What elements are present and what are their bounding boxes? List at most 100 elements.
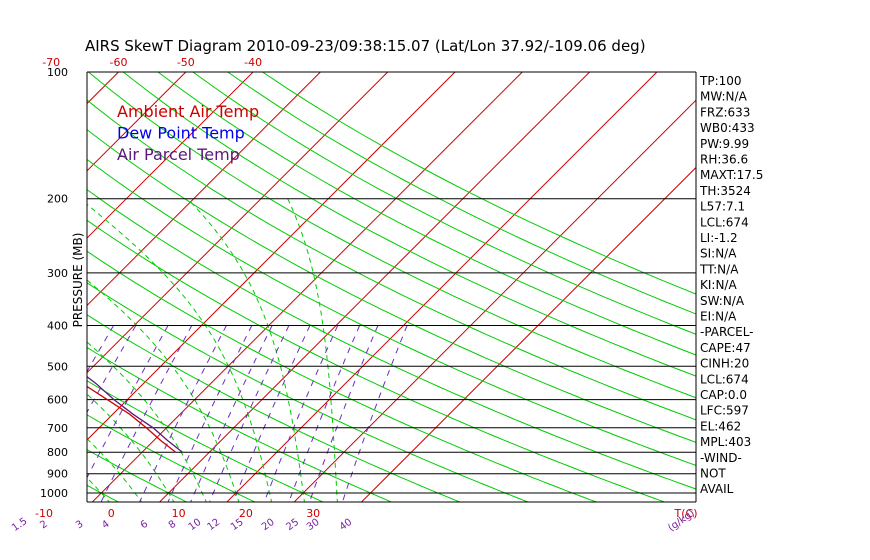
mixing-ratio-line: [208, 325, 290, 502]
stability-index: SI:N/A: [700, 247, 737, 261]
dry-adiabat-line: [87, 189, 696, 490]
stability-index: L57:7.1: [700, 200, 745, 214]
dry-adiabat-line: [0, 72, 53, 504]
isotherm-line: [87, 72, 321, 307]
pressure-tick-label: 1000: [40, 487, 68, 500]
mixing-ratio-label: 4: [100, 519, 112, 532]
moist-adiabat-line: [87, 341, 207, 502]
legend-entry: Air Parcel Temp: [117, 145, 240, 164]
series-line: [0, 72, 82, 452]
stability-index: EL:462: [700, 419, 741, 433]
mixing-ratio-label: 2: [38, 519, 50, 532]
stability-index: TH:3524: [699, 184, 751, 198]
mixing-ratio-line: [190, 325, 273, 502]
dry-adiabat-line: [87, 158, 696, 466]
mixing-ratio-line: [87, 325, 137, 414]
dry-adiabat-line: [87, 484, 120, 502]
bottom-temperature-tick-label: 30: [306, 507, 320, 520]
mixing-ratio-label: 40: [338, 517, 355, 533]
mixing-ratio-line: [167, 325, 253, 502]
isotherm-line: [87, 72, 187, 172]
stability-index: -PARCEL-: [700, 325, 754, 339]
isotherm-line: [91, 72, 523, 502]
top-temperature-tick-label: -60: [110, 56, 128, 69]
mixing-ratio-label: 1.5: [10, 516, 29, 534]
isotherm-line: [87, 72, 456, 441]
stability-index: FRZ:633: [700, 105, 750, 119]
legend-entry: Dew Point Temp: [117, 124, 245, 143]
isotherm-line: [226, 72, 658, 502]
moist-adiabat-line: [87, 203, 273, 502]
mixing-ratio-line: [308, 325, 379, 502]
mixing-ratio-line: [0, 326, 35, 504]
mixing-ratio-line: [232, 325, 311, 502]
mixing-ratio-line: [87, 325, 169, 479]
bottom-temperature-tick-label: 0: [108, 507, 115, 520]
isotherm-line: [0, 72, 51, 504]
pressure-tick-label: 500: [47, 360, 68, 373]
isotherm-line: [158, 72, 590, 502]
stability-index: LCL:674: [700, 215, 749, 229]
pressure-tick-label: 900: [47, 468, 68, 481]
pressure-tick-label: 200: [47, 193, 68, 206]
isotherm-line: [87, 72, 119, 105]
dry-adiabat-line: [262, 72, 696, 295]
stability-index: EI:N/A: [700, 310, 737, 324]
stability-index: MAXT:17.5: [700, 168, 763, 182]
pressure-tick-label: 600: [47, 394, 68, 407]
moist-adiabat-line: [287, 198, 338, 502]
legend-entry: Ambient Air Temp: [117, 102, 259, 121]
top-temperature-tick-label: -70: [42, 56, 60, 69]
pressure-tick-label: 300: [47, 267, 68, 280]
dry-adiabat-line: [157, 72, 696, 356]
mixing-ratio-line: [263, 325, 339, 502]
mixing-ratio-label: 25: [284, 517, 301, 533]
stability-index: KI:N/A: [700, 278, 737, 292]
mixing-ratio-label: 12: [205, 517, 222, 533]
isotherm-line: [87, 72, 254, 239]
series-line: [87, 385, 177, 453]
dry-adiabat-line: [87, 250, 598, 502]
dry-adiabat-line: [227, 72, 696, 315]
pressure-tick-label: 800: [47, 446, 68, 459]
stability-index: CINH:20: [700, 357, 749, 371]
chart-title: AIRS SkewT Diagram 2010-09-23/09:38:15.0…: [85, 37, 646, 55]
moist-adiabat-line: [87, 279, 240, 502]
stability-index: TT:N/A: [699, 262, 739, 276]
dry-adiabat-line: [122, 72, 696, 377]
mixing-ratio-label: 20: [260, 517, 277, 533]
dry-adiabat-line: [192, 72, 696, 335]
stability-index: LCL:674: [700, 372, 749, 386]
stability-index: RH:36.6: [700, 153, 748, 167]
stability-index: LI:-1.2: [700, 231, 738, 245]
mixing-ratio-label: 10: [187, 517, 204, 533]
moist-adiabat-line: [87, 393, 175, 502]
dry-adiabat-line: [87, 219, 666, 502]
top-temperature-tick-label: -40: [244, 56, 262, 69]
stability-index: LFC:597: [700, 404, 749, 418]
top-temperature-tick-label: -50: [177, 56, 195, 69]
stability-index: SW:N/A: [700, 294, 745, 308]
stability-index: MW:N/A: [700, 90, 748, 104]
stability-index: -WIND-: [700, 451, 742, 465]
stability-index: AVAIL: [700, 482, 734, 496]
moist-adiabat-line: [0, 199, 46, 504]
mixing-ratio-line: [0, 326, 84, 504]
stability-index: MPL:403: [700, 435, 751, 449]
stability-index: PW:9.99: [700, 137, 749, 151]
stability-index: CAPE:47: [700, 341, 751, 355]
moist-adiabat-line: [187, 198, 305, 502]
stability-index: WB0:433: [700, 121, 755, 135]
stability-index: CAP:0.0: [700, 388, 747, 402]
stability-index: TP:100: [699, 74, 742, 88]
mixing-ratio-line: [341, 325, 408, 502]
bottom-temperature-tick-label: 20: [239, 507, 253, 520]
pressure-tick-label: 400: [47, 319, 68, 332]
temperature-unit-label: T(C): [674, 507, 698, 520]
mixing-ratio-label: 8: [167, 519, 179, 532]
mixing-ratio-line: [87, 325, 115, 373]
bottom-temperature-tick-label: 10: [172, 507, 186, 520]
bottom-temperature-tick-label: -10: [35, 507, 53, 520]
mixing-ratio-line: [100, 325, 193, 502]
